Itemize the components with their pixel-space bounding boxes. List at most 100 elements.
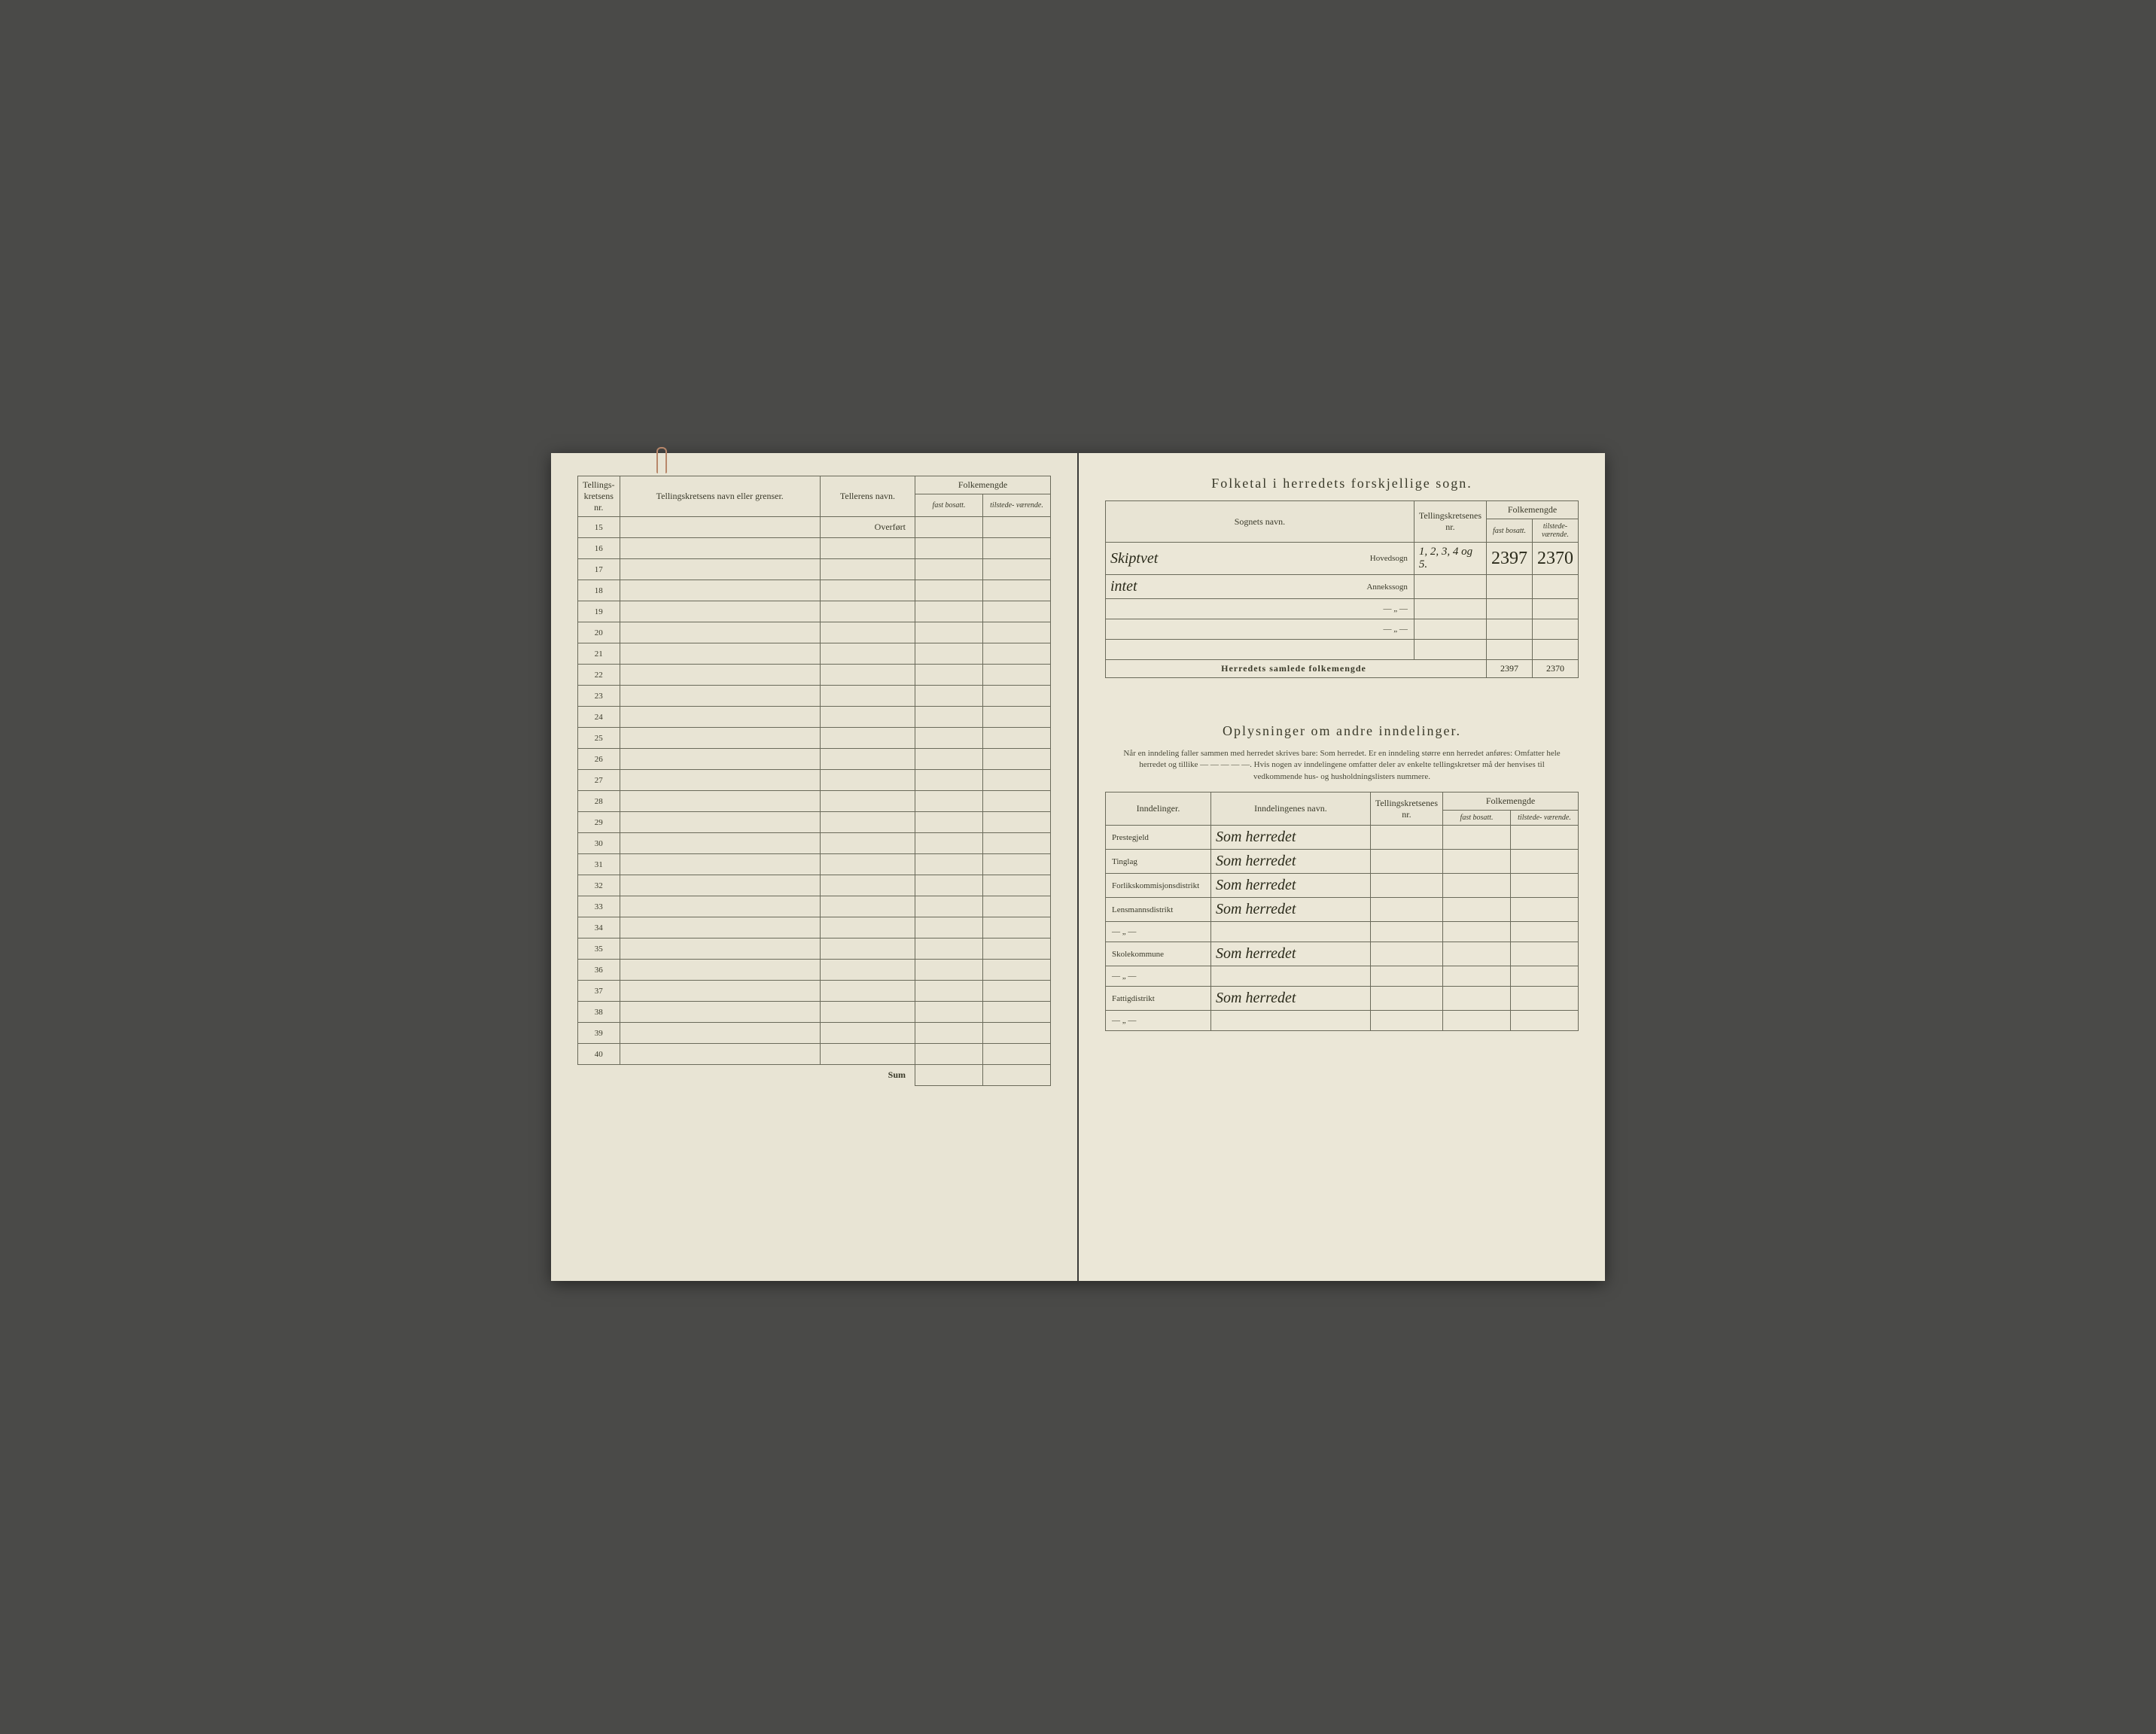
cell [620, 1023, 820, 1044]
sogn-nr [1414, 599, 1486, 619]
cell [983, 707, 1051, 728]
col-fast-bosatt: fast bosatt. [915, 494, 983, 517]
inndeling-row: PrestegjeldSom herredet [1106, 826, 1579, 850]
cell [983, 728, 1051, 749]
table-row: 33 [578, 896, 1051, 917]
col-tilstede: tilstede- værende. [983, 494, 1051, 517]
cell [915, 643, 983, 665]
cell [620, 791, 820, 812]
row-num: 20 [578, 622, 620, 643]
sum-label: Sum [820, 1065, 915, 1086]
inndeling-row: FattigdistriktSom herredet [1106, 987, 1579, 1011]
col-kretsens-navn: Tellingskretsens navn eller grenser. [620, 476, 820, 517]
cell [620, 770, 820, 791]
cell [983, 580, 1051, 601]
table-row: 23 [578, 686, 1051, 707]
inndeling-row: ForlikskommisjonsdistriktSom herredet [1106, 874, 1579, 898]
sogn-type: Hovedsogn [1362, 543, 1414, 575]
inndeling-label: Fattigdistrikt [1106, 987, 1211, 1011]
cell [983, 791, 1051, 812]
sum-tilstede [983, 1065, 1051, 1086]
inndeling-label: — „ — [1106, 1011, 1211, 1031]
cell [983, 559, 1051, 580]
table-row: 16 [578, 538, 1051, 559]
row-num: 31 [578, 854, 620, 875]
section2-title: Oplysninger om andre inndelinger. [1105, 723, 1579, 739]
cell [620, 896, 820, 917]
table-row: 40 [578, 1044, 1051, 1065]
table-row: 15Overført [578, 517, 1051, 538]
right-page: Folketal i herredets forskjellige sogn. … [1079, 453, 1605, 1281]
cell [1511, 987, 1579, 1011]
sogn-fast: 2397 [1487, 543, 1533, 575]
row-num: 17 [578, 559, 620, 580]
inndeling-label: Prestegjeld [1106, 826, 1211, 850]
cell [1443, 922, 1511, 942]
cell [915, 707, 983, 728]
inndeling-row: — „ — [1106, 966, 1579, 987]
overfort-label: Overført [820, 517, 915, 538]
cell [915, 559, 983, 580]
cell [1370, 942, 1442, 966]
cell [1443, 1011, 1511, 1031]
row-num: 29 [578, 812, 620, 833]
cell [620, 917, 820, 938]
cell [820, 643, 915, 665]
sogn-tilstede: 2370 [1533, 543, 1579, 575]
cell [620, 643, 820, 665]
cell [620, 1044, 820, 1065]
cell [983, 896, 1051, 917]
table-row: 17 [578, 559, 1051, 580]
cell [983, 686, 1051, 707]
sogn-type: — „ — [1362, 619, 1414, 640]
cell [915, 938, 983, 960]
cell [1370, 1011, 1442, 1031]
cell [1443, 942, 1511, 966]
cell [1370, 922, 1442, 942]
row-num: 23 [578, 686, 620, 707]
table-row: 26 [578, 749, 1051, 770]
inndeling-row: — „ — [1106, 1011, 1579, 1031]
cell [1511, 850, 1579, 874]
cell [820, 622, 915, 643]
col-tellerens-navn: Tellerens navn. [820, 476, 915, 517]
cell [1511, 1011, 1579, 1031]
cell [620, 854, 820, 875]
cell [983, 1023, 1051, 1044]
cell [620, 938, 820, 960]
row-num: 34 [578, 917, 620, 938]
inndeling-navn: Som herredet [1211, 987, 1371, 1011]
cell [983, 917, 1051, 938]
table-row: 19 [578, 601, 1051, 622]
sogn-nr: 1, 2, 3, 4 og 5. [1414, 543, 1486, 575]
total-label: Herredets samlede folkemengde [1106, 660, 1487, 678]
cell [915, 917, 983, 938]
cell [915, 1044, 983, 1065]
inndeling-label: Skolekommune [1106, 942, 1211, 966]
cell [983, 665, 1051, 686]
inndeling-label: — „ — [1106, 922, 1211, 942]
table-row: 39 [578, 1023, 1051, 1044]
col-tilstede: tilstede- værende. [1511, 811, 1579, 826]
row-num: 36 [578, 960, 620, 981]
col-tilstede: tilstede- værende. [1533, 519, 1579, 543]
cell [620, 665, 820, 686]
inndeling-table: Inndelinger. Inndelingenes navn. Telling… [1105, 792, 1579, 1031]
sogn-navn [1106, 640, 1363, 660]
sogn-fast [1487, 640, 1533, 660]
cell [820, 1023, 915, 1044]
cell [820, 686, 915, 707]
cell [1511, 942, 1579, 966]
cell [915, 580, 983, 601]
row-num: 37 [578, 981, 620, 1002]
empty [620, 1065, 820, 1086]
cell [915, 665, 983, 686]
inndeling-navn: Som herredet [1211, 850, 1371, 874]
sogn-tilstede [1533, 575, 1579, 599]
cell [620, 875, 820, 896]
table-row: 28 [578, 791, 1051, 812]
inndeling-navn: Som herredet [1211, 874, 1371, 898]
row-num: 30 [578, 833, 620, 854]
sogn-row: SkiptvetHovedsogn1, 2, 3, 4 og 5.2397237… [1106, 543, 1579, 575]
row-num: 21 [578, 643, 620, 665]
